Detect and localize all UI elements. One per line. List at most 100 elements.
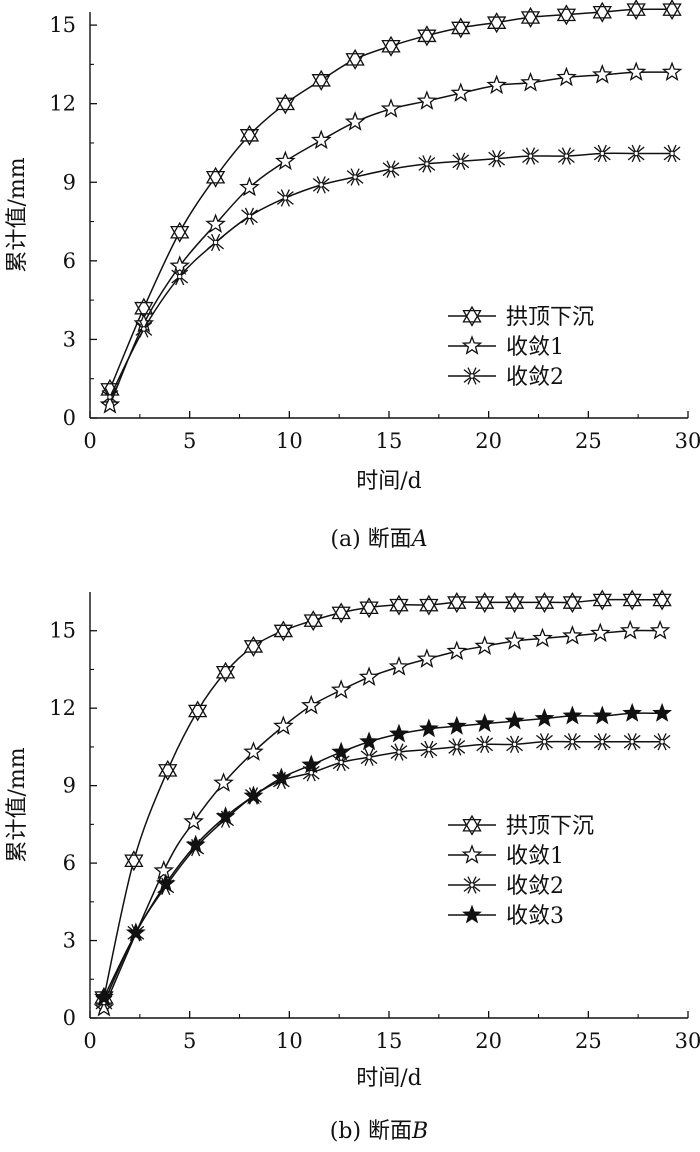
- series-4: [94, 702, 672, 1006]
- data-point: [275, 150, 296, 171]
- legend-marker: [462, 814, 482, 836]
- data-point: [213, 772, 234, 792]
- data-point: [534, 592, 555, 614]
- data-point: [562, 592, 583, 614]
- data-point: [330, 679, 352, 699]
- data-point: [563, 733, 581, 751]
- data-point: [416, 90, 438, 110]
- data-point: [448, 738, 466, 756]
- data-point: [653, 733, 671, 751]
- data-point: [622, 589, 642, 611]
- y-axis-label: 累计值/mm: [5, 157, 30, 272]
- y-tick-label: 9: [63, 774, 76, 798]
- data-point: [332, 753, 350, 772]
- data-point: [450, 82, 472, 102]
- data-point: [312, 176, 330, 194]
- data-point: [360, 748, 378, 766]
- data-point: [593, 733, 611, 751]
- data-point: [418, 155, 436, 173]
- legend-label: 收敛2: [506, 874, 564, 899]
- data-point: [381, 35, 401, 57]
- x-tick-label: 10: [276, 1029, 303, 1053]
- data-point: [389, 723, 409, 743]
- data-point: [243, 635, 264, 657]
- data-point: [382, 160, 400, 178]
- legend-label: 收敛2: [506, 365, 564, 390]
- legend-marker: [463, 876, 481, 894]
- data-point: [486, 74, 507, 95]
- data-point: [663, 144, 681, 163]
- y-tick-label: 3: [63, 929, 76, 953]
- data-point: [358, 666, 380, 686]
- y-tick-label: 6: [63, 851, 76, 875]
- data-point: [331, 602, 351, 624]
- data-point: [310, 129, 332, 150]
- data-point: [626, 0, 646, 21]
- data-point: [474, 713, 495, 733]
- data-point: [591, 64, 613, 84]
- data-point: [619, 619, 641, 640]
- data-point: [275, 93, 296, 115]
- data-point: [627, 144, 645, 163]
- x-tick-label: 25: [575, 429, 602, 453]
- data-point: [135, 320, 153, 338]
- series-line: [103, 598, 663, 998]
- data-point: [101, 388, 119, 406]
- data-point: [303, 610, 323, 632]
- series-3: [101, 144, 681, 406]
- data-point: [183, 810, 204, 831]
- panel-caption: (b) 断面B: [330, 1119, 428, 1144]
- data-point: [562, 625, 583, 645]
- legend-entry: 收敛1: [448, 844, 564, 869]
- series-1: [94, 589, 672, 1009]
- series-2: [93, 619, 671, 1017]
- data-point: [652, 589, 672, 611]
- data-point: [536, 733, 553, 751]
- data-point: [205, 166, 226, 188]
- data-point: [452, 152, 470, 170]
- data-point: [504, 710, 525, 730]
- data-point: [187, 700, 208, 722]
- series-line: [103, 740, 663, 1003]
- data-point: [534, 708, 555, 727]
- data-point: [331, 741, 352, 761]
- y-tick-label: 12: [49, 696, 76, 720]
- data-point: [649, 619, 671, 640]
- data-point: [522, 147, 539, 165]
- data-point: [153, 859, 175, 880]
- data-point: [506, 735, 523, 754]
- y-tick-label: 9: [63, 170, 76, 194]
- legend-marker: [462, 904, 482, 924]
- data-point: [345, 48, 365, 70]
- data-point: [185, 834, 206, 854]
- data-point: [389, 594, 409, 616]
- series-line: [109, 152, 673, 398]
- data-point: [239, 124, 260, 146]
- legend-entry: 收敛1: [448, 335, 564, 360]
- legend-label: 拱顶下沉: [506, 814, 594, 839]
- x-tick-label: 15: [376, 1029, 403, 1053]
- x-axis-label: 时间/d: [356, 1066, 422, 1091]
- legend-marker: [461, 335, 483, 355]
- data-point: [93, 996, 115, 1017]
- series-line: [109, 71, 673, 406]
- data-point: [169, 255, 191, 275]
- y-axis-label: 累计值/mm: [5, 747, 30, 862]
- legend-label: 拱顶下沉: [506, 305, 594, 330]
- data-point: [207, 233, 224, 252]
- data-point: [388, 656, 410, 676]
- x-tick-label: 20: [475, 429, 502, 453]
- data-point: [301, 754, 322, 774]
- y-tick-label: 15: [49, 619, 76, 643]
- data-point: [474, 635, 495, 655]
- legend-marker: [463, 367, 481, 385]
- data-point: [346, 168, 364, 186]
- data-point: [476, 735, 494, 754]
- y-tick-label: 15: [49, 13, 76, 37]
- data-point: [205, 213, 226, 233]
- data-point: [562, 705, 583, 725]
- data-point: [239, 176, 260, 197]
